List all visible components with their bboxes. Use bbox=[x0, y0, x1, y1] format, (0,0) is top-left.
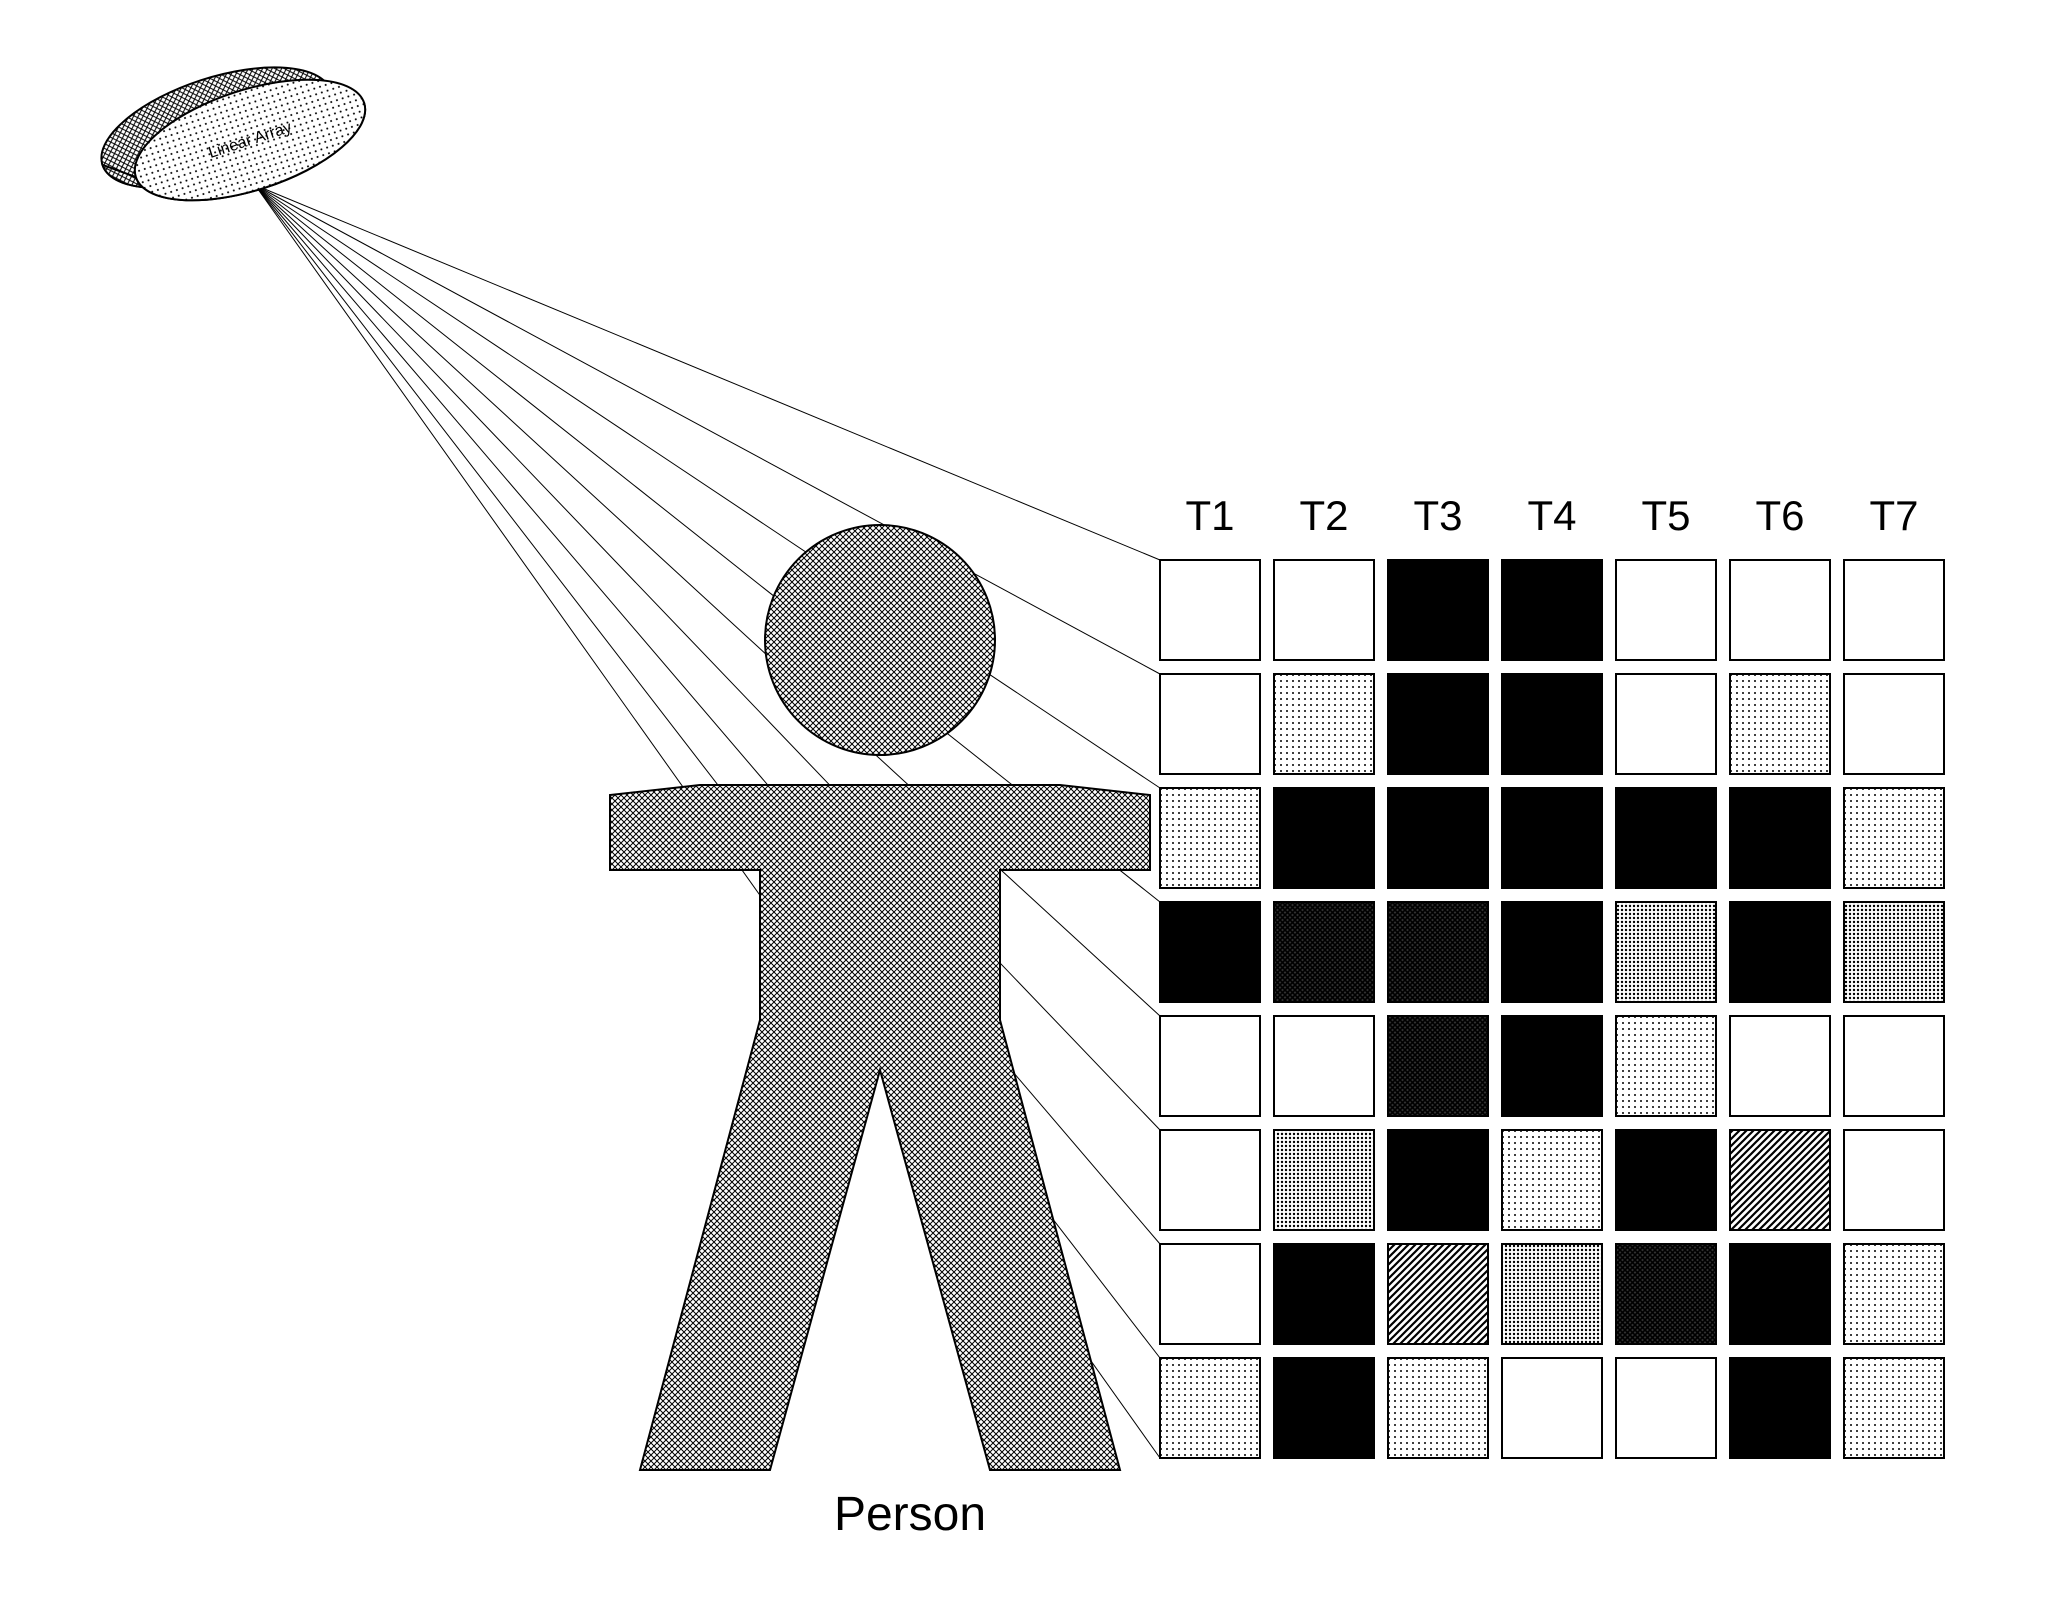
grid-cell-r7-c1 bbox=[1274, 1358, 1374, 1458]
grid-cell-r4-c6 bbox=[1844, 1016, 1944, 1116]
grid-cell-r1-c5 bbox=[1730, 674, 1830, 774]
person-body bbox=[610, 785, 1150, 1470]
grid-cell-r3-c3 bbox=[1502, 902, 1602, 1002]
grid-cell-r0-c6 bbox=[1844, 560, 1944, 660]
grid-cell-r2-c2 bbox=[1388, 788, 1488, 888]
col-label-t6: T6 bbox=[1755, 492, 1804, 539]
grid-cell-r1-c6 bbox=[1844, 674, 1944, 774]
grid-cell-r5-c2 bbox=[1388, 1130, 1488, 1230]
grid-cell-r0-c5 bbox=[1730, 560, 1830, 660]
grid-cell-r6-c4 bbox=[1616, 1244, 1716, 1344]
grid-cell-r7-c2 bbox=[1388, 1358, 1488, 1458]
grid-cell-r4-c0 bbox=[1160, 1016, 1260, 1116]
col-label-t7: T7 bbox=[1869, 492, 1918, 539]
grid-cell-r7-c0 bbox=[1160, 1358, 1260, 1458]
grid-cell-r3-c0 bbox=[1160, 902, 1260, 1002]
grid-cell-r1-c1 bbox=[1274, 674, 1374, 774]
grid-cell-r5-c3 bbox=[1502, 1130, 1602, 1230]
grid-cell-r5-c5 bbox=[1730, 1130, 1830, 1230]
grid-cell-r6-c2 bbox=[1388, 1244, 1488, 1344]
grid-cell-r6-c5 bbox=[1730, 1244, 1830, 1344]
grid-cell-r6-c3 bbox=[1502, 1244, 1602, 1344]
grid-cell-r5-c0 bbox=[1160, 1130, 1260, 1230]
grid-cell-r3-c1 bbox=[1274, 902, 1374, 1002]
grid-cell-r5-c1 bbox=[1274, 1130, 1374, 1230]
grid-cell-r1-c2 bbox=[1388, 674, 1488, 774]
col-label-t5: T5 bbox=[1641, 492, 1690, 539]
grid-cell-r6-c6 bbox=[1844, 1244, 1944, 1344]
grid-cell-r4-c5 bbox=[1730, 1016, 1830, 1116]
grid-cell-r0-c2 bbox=[1388, 560, 1488, 660]
grid-cell-r3-c6 bbox=[1844, 902, 1944, 1002]
grid-cell-r5-c6 bbox=[1844, 1130, 1944, 1230]
person-head bbox=[765, 525, 995, 755]
grid-cell-r1-c3 bbox=[1502, 674, 1602, 774]
grid-cell-r2-c0 bbox=[1160, 788, 1260, 888]
grid-cell-r3-c2 bbox=[1388, 902, 1488, 1002]
linear-array-sensor: Linear Array bbox=[87, 34, 380, 233]
grid-cell-r7-c4 bbox=[1616, 1358, 1716, 1458]
col-label-t3: T3 bbox=[1413, 492, 1462, 539]
grid-cell-r0-c1 bbox=[1274, 560, 1374, 660]
grid-cell-r4-c3 bbox=[1502, 1016, 1602, 1116]
grid-cell-r4-c1 bbox=[1274, 1016, 1374, 1116]
grid-cell-r0-c0 bbox=[1160, 560, 1260, 660]
person-figure: Person bbox=[610, 525, 1150, 1541]
grid-cell-r3-c5 bbox=[1730, 902, 1830, 1002]
grid-cell-r2-c1 bbox=[1274, 788, 1374, 888]
grid-cell-r3-c4 bbox=[1616, 902, 1716, 1002]
grid-cell-r4-c2 bbox=[1388, 1016, 1488, 1116]
col-label-t2: T2 bbox=[1299, 492, 1348, 539]
grid-cell-r4-c4 bbox=[1616, 1016, 1716, 1116]
grid-cell-r2-c4 bbox=[1616, 788, 1716, 888]
grid-cell-r1-c0 bbox=[1160, 674, 1260, 774]
grid-cell-r2-c3 bbox=[1502, 788, 1602, 888]
grid-cell-r1-c4 bbox=[1616, 674, 1716, 774]
grid-cell-r0-c4 bbox=[1616, 560, 1716, 660]
grid-cell-r7-c5 bbox=[1730, 1358, 1830, 1458]
person-label: Person bbox=[834, 1488, 986, 1541]
grid-cell-r0-c3 bbox=[1502, 560, 1602, 660]
col-label-t4: T4 bbox=[1527, 492, 1576, 539]
grid-cell-r2-c6 bbox=[1844, 788, 1944, 888]
grid-cell-r6-c0 bbox=[1160, 1244, 1260, 1344]
grid-cell-r2-c5 bbox=[1730, 788, 1830, 888]
col-label-t1: T1 bbox=[1185, 492, 1234, 539]
grid-cell-r7-c6 bbox=[1844, 1358, 1944, 1458]
grid-cell-r7-c3 bbox=[1502, 1358, 1602, 1458]
grid-cell-r5-c4 bbox=[1616, 1130, 1716, 1230]
grid-cell-r6-c1 bbox=[1274, 1244, 1374, 1344]
scan-grid: T1 T2 T3 T4 T5 T6 T7 bbox=[1160, 492, 1944, 1458]
